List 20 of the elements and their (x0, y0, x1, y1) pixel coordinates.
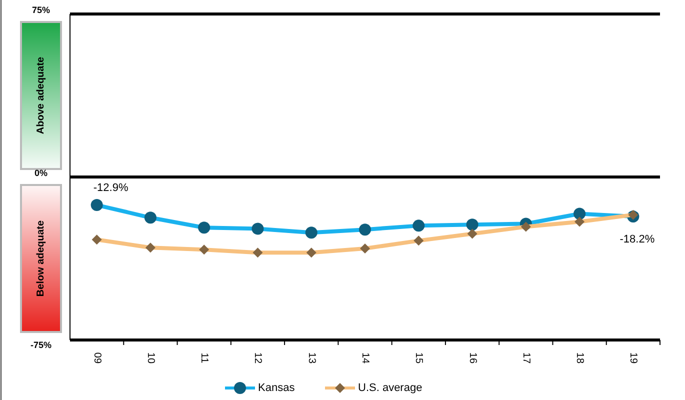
data-label: -12.9% (93, 182, 128, 194)
y-tick-label: -75% (30, 340, 52, 350)
x-tick-label: 10 (144, 352, 156, 364)
y-tick-label: 75% (32, 5, 50, 15)
x-tick-label: 16 (466, 352, 478, 364)
legend-label: U.S. average (358, 382, 422, 394)
text: Above adequate (36, 56, 46, 134)
x-tick-label: 18 (574, 352, 586, 364)
x-tick-label: 17 (520, 352, 532, 364)
data-label: -18.2% (620, 234, 655, 246)
x-tick-label: 11 (198, 352, 210, 364)
text: Below adequate (36, 220, 46, 297)
x-tick-label: 19 (628, 352, 639, 364)
y-tick-label: 0% (34, 168, 48, 178)
x-tick-label: 14 (360, 352, 370, 364)
x-tick-label: 09 (91, 352, 102, 364)
x-tick-label: 15 (413, 352, 424, 364)
legend-label: Kansas (258, 382, 296, 394)
x-tick-label: 12 (252, 352, 264, 364)
x-tick-label: 13 (306, 352, 317, 364)
